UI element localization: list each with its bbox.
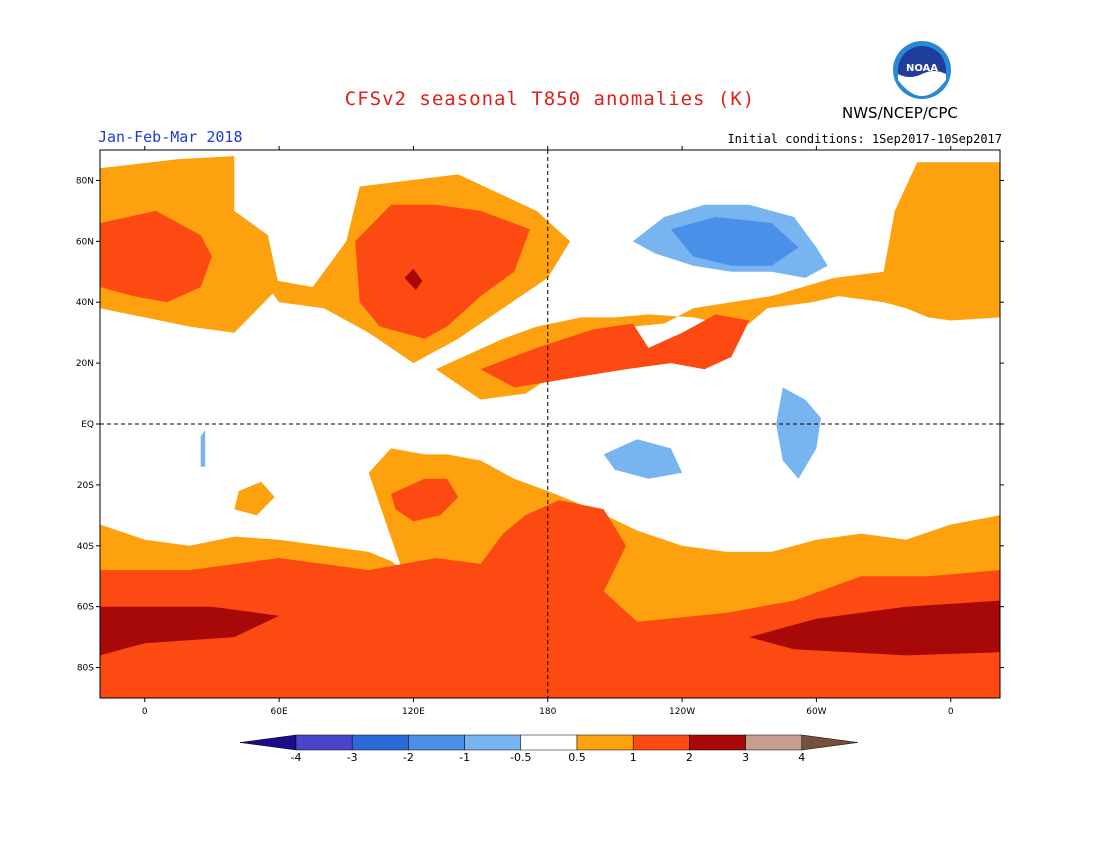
colorbar-label: 2 (686, 751, 693, 764)
lon-label: 120W (669, 707, 695, 717)
latitude-axis: 80N 60N 40N 20N EQ 20S 40S 60S 80S (76, 176, 1004, 674)
colorbar-label: 0.5 (568, 751, 586, 764)
colorbar-box (632, 734, 690, 751)
anomaly-region-12 (749, 600, 1000, 656)
lat-label: 60N (76, 237, 94, 247)
colorbar-label: 1 (630, 751, 637, 764)
colorbar: -4 -3 -2 -1 -0.5 0.5 1 2 3 4 (239, 734, 858, 764)
map-plot-area (100, 150, 1000, 698)
lat-label: 40S (77, 542, 94, 552)
season-label: Jan-Feb-Mar 2018 (98, 128, 243, 146)
colorbar-box (745, 734, 803, 751)
lon-label: 180 (539, 707, 556, 717)
anomaly-region-7 (355, 204, 530, 339)
anomaly-region-13 (404, 268, 423, 290)
colorbar-label: 3 (742, 751, 749, 764)
anomaly-regions (100, 156, 1000, 698)
agency-label: NWS/NCEP/CPC (842, 104, 958, 122)
colorbar-label: -1 (459, 751, 470, 764)
anomaly-region-17 (200, 430, 206, 467)
anomaly-region-9 (100, 500, 1000, 698)
colorbar-label: -3 (347, 751, 358, 764)
colorbar-box (351, 734, 409, 751)
lon-label: 60E (271, 707, 288, 717)
anomaly-region-5 (234, 481, 275, 516)
lat-label: 80S (77, 664, 94, 674)
lon-label: 0 (948, 707, 954, 717)
lat-label: 20N (76, 359, 94, 369)
colorbar-box (576, 734, 634, 751)
colorbar-label: -4 (291, 751, 302, 764)
anomaly-region-10 (391, 478, 459, 522)
anomaly-region-16 (603, 439, 683, 479)
initial-conditions-label: Initial conditions: 1Sep2017-10Sep2017 (727, 132, 1002, 146)
lat-label: 60S (77, 603, 94, 613)
anomaly-region-15 (776, 387, 821, 479)
lat-label: 20S (77, 481, 94, 491)
colorbar-low-triangle (239, 734, 297, 751)
svg-text:NOAA: NOAA (906, 63, 938, 74)
lat-label: EQ (81, 420, 94, 430)
lon-label: 0 (142, 707, 148, 717)
colorbar-box (295, 734, 353, 751)
colorbar-label: -2 (403, 751, 414, 764)
colorbar-box (464, 734, 522, 751)
lon-label: 60W (806, 707, 826, 717)
reference-lines (100, 150, 1000, 698)
anomaly-region-6 (100, 210, 212, 303)
chart-title: CFSv2 seasonal T850 anomalies (K) (344, 88, 756, 110)
noaa-logo: NOAA (892, 40, 952, 104)
longitude-axis: 0 60E 120E 180 120W 60W 0 (142, 146, 954, 717)
colorbar-box (408, 734, 465, 751)
lat-label: 40N (76, 298, 94, 308)
colorbar-high-triangle (801, 734, 858, 751)
colorbar-label: 4 (798, 751, 805, 764)
colorbar-box (689, 734, 746, 751)
colorbar-box (520, 734, 578, 751)
anomaly-region-18 (670, 217, 799, 266)
lat-label: 80N (76, 176, 94, 186)
lon-label: 120E (402, 707, 425, 717)
anomaly-region-11 (100, 606, 280, 656)
colorbar-label: -0.5 (510, 751, 531, 764)
